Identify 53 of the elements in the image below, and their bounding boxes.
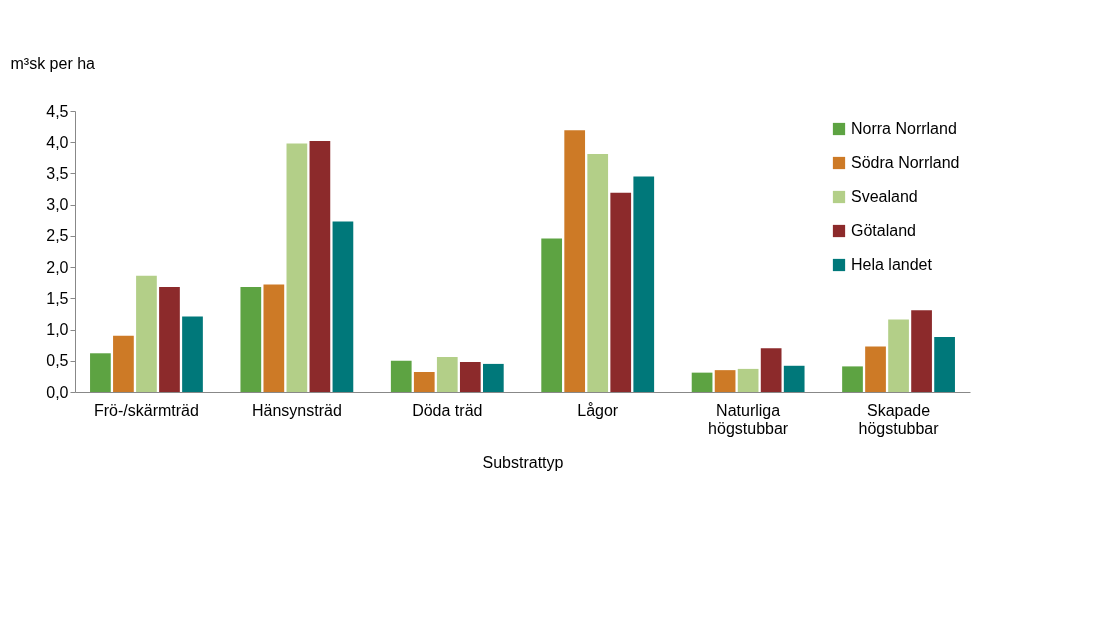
bar [610,192,632,392]
y-tick-label: 3,5 [46,164,69,182]
bar [263,284,285,392]
bar [436,357,458,392]
y-tick-label: 1,0 [46,321,69,339]
y-tick-label: 3,0 [46,196,69,214]
y-tick-label: 4,0 [46,133,69,151]
bar [587,154,609,392]
x-tick-label: Hänsynsträd [251,401,342,419]
bar [633,176,655,392]
bar [564,130,586,392]
y-tick-label: 2,5 [46,227,69,245]
bar [714,370,736,392]
bar [760,348,782,392]
x-tick-label: Naturliga högstubbar [708,401,789,437]
bar [911,310,932,392]
bar [309,140,331,392]
bar [413,372,435,392]
bar [737,368,759,392]
y-tick-label: 4,5 [46,102,69,120]
bar [159,287,180,392]
legend-label: Norra Norrland [851,120,957,137]
bar [691,372,713,392]
bar [240,287,262,392]
x-tick-label: Döda träd [412,401,483,419]
bar [541,238,563,392]
y-axis-title: m³sk per ha [10,54,96,72]
bar [136,275,157,392]
bar [90,353,111,392]
x-tick-label: Lågor [577,401,619,419]
y-tick-label: 0,5 [46,352,69,370]
bar [113,335,134,392]
y-tick-label: 1,5 [46,289,69,307]
y-tick-label: 2,0 [46,258,69,276]
bar [390,360,412,392]
legend-label: Götaland [851,222,916,239]
bar [934,337,955,392]
bar [888,319,909,392]
bar [842,366,863,392]
bar [332,221,354,392]
legend-label: Hela landet [851,256,933,273]
bar [783,365,805,392]
bar [459,362,481,392]
legend-label: Södra Norrland [851,154,960,171]
bar [182,316,203,392]
x-tick-label: Frö-/skärmträd [94,401,199,419]
bar [865,346,886,392]
legend-label: Svealand [851,188,918,205]
bar [482,363,504,392]
bar [286,143,308,392]
x-axis-title: Substrattyp [482,453,564,471]
y-tick-label: 0,0 [46,383,69,401]
x-tick-label: Skapade högstubbar [858,401,940,437]
